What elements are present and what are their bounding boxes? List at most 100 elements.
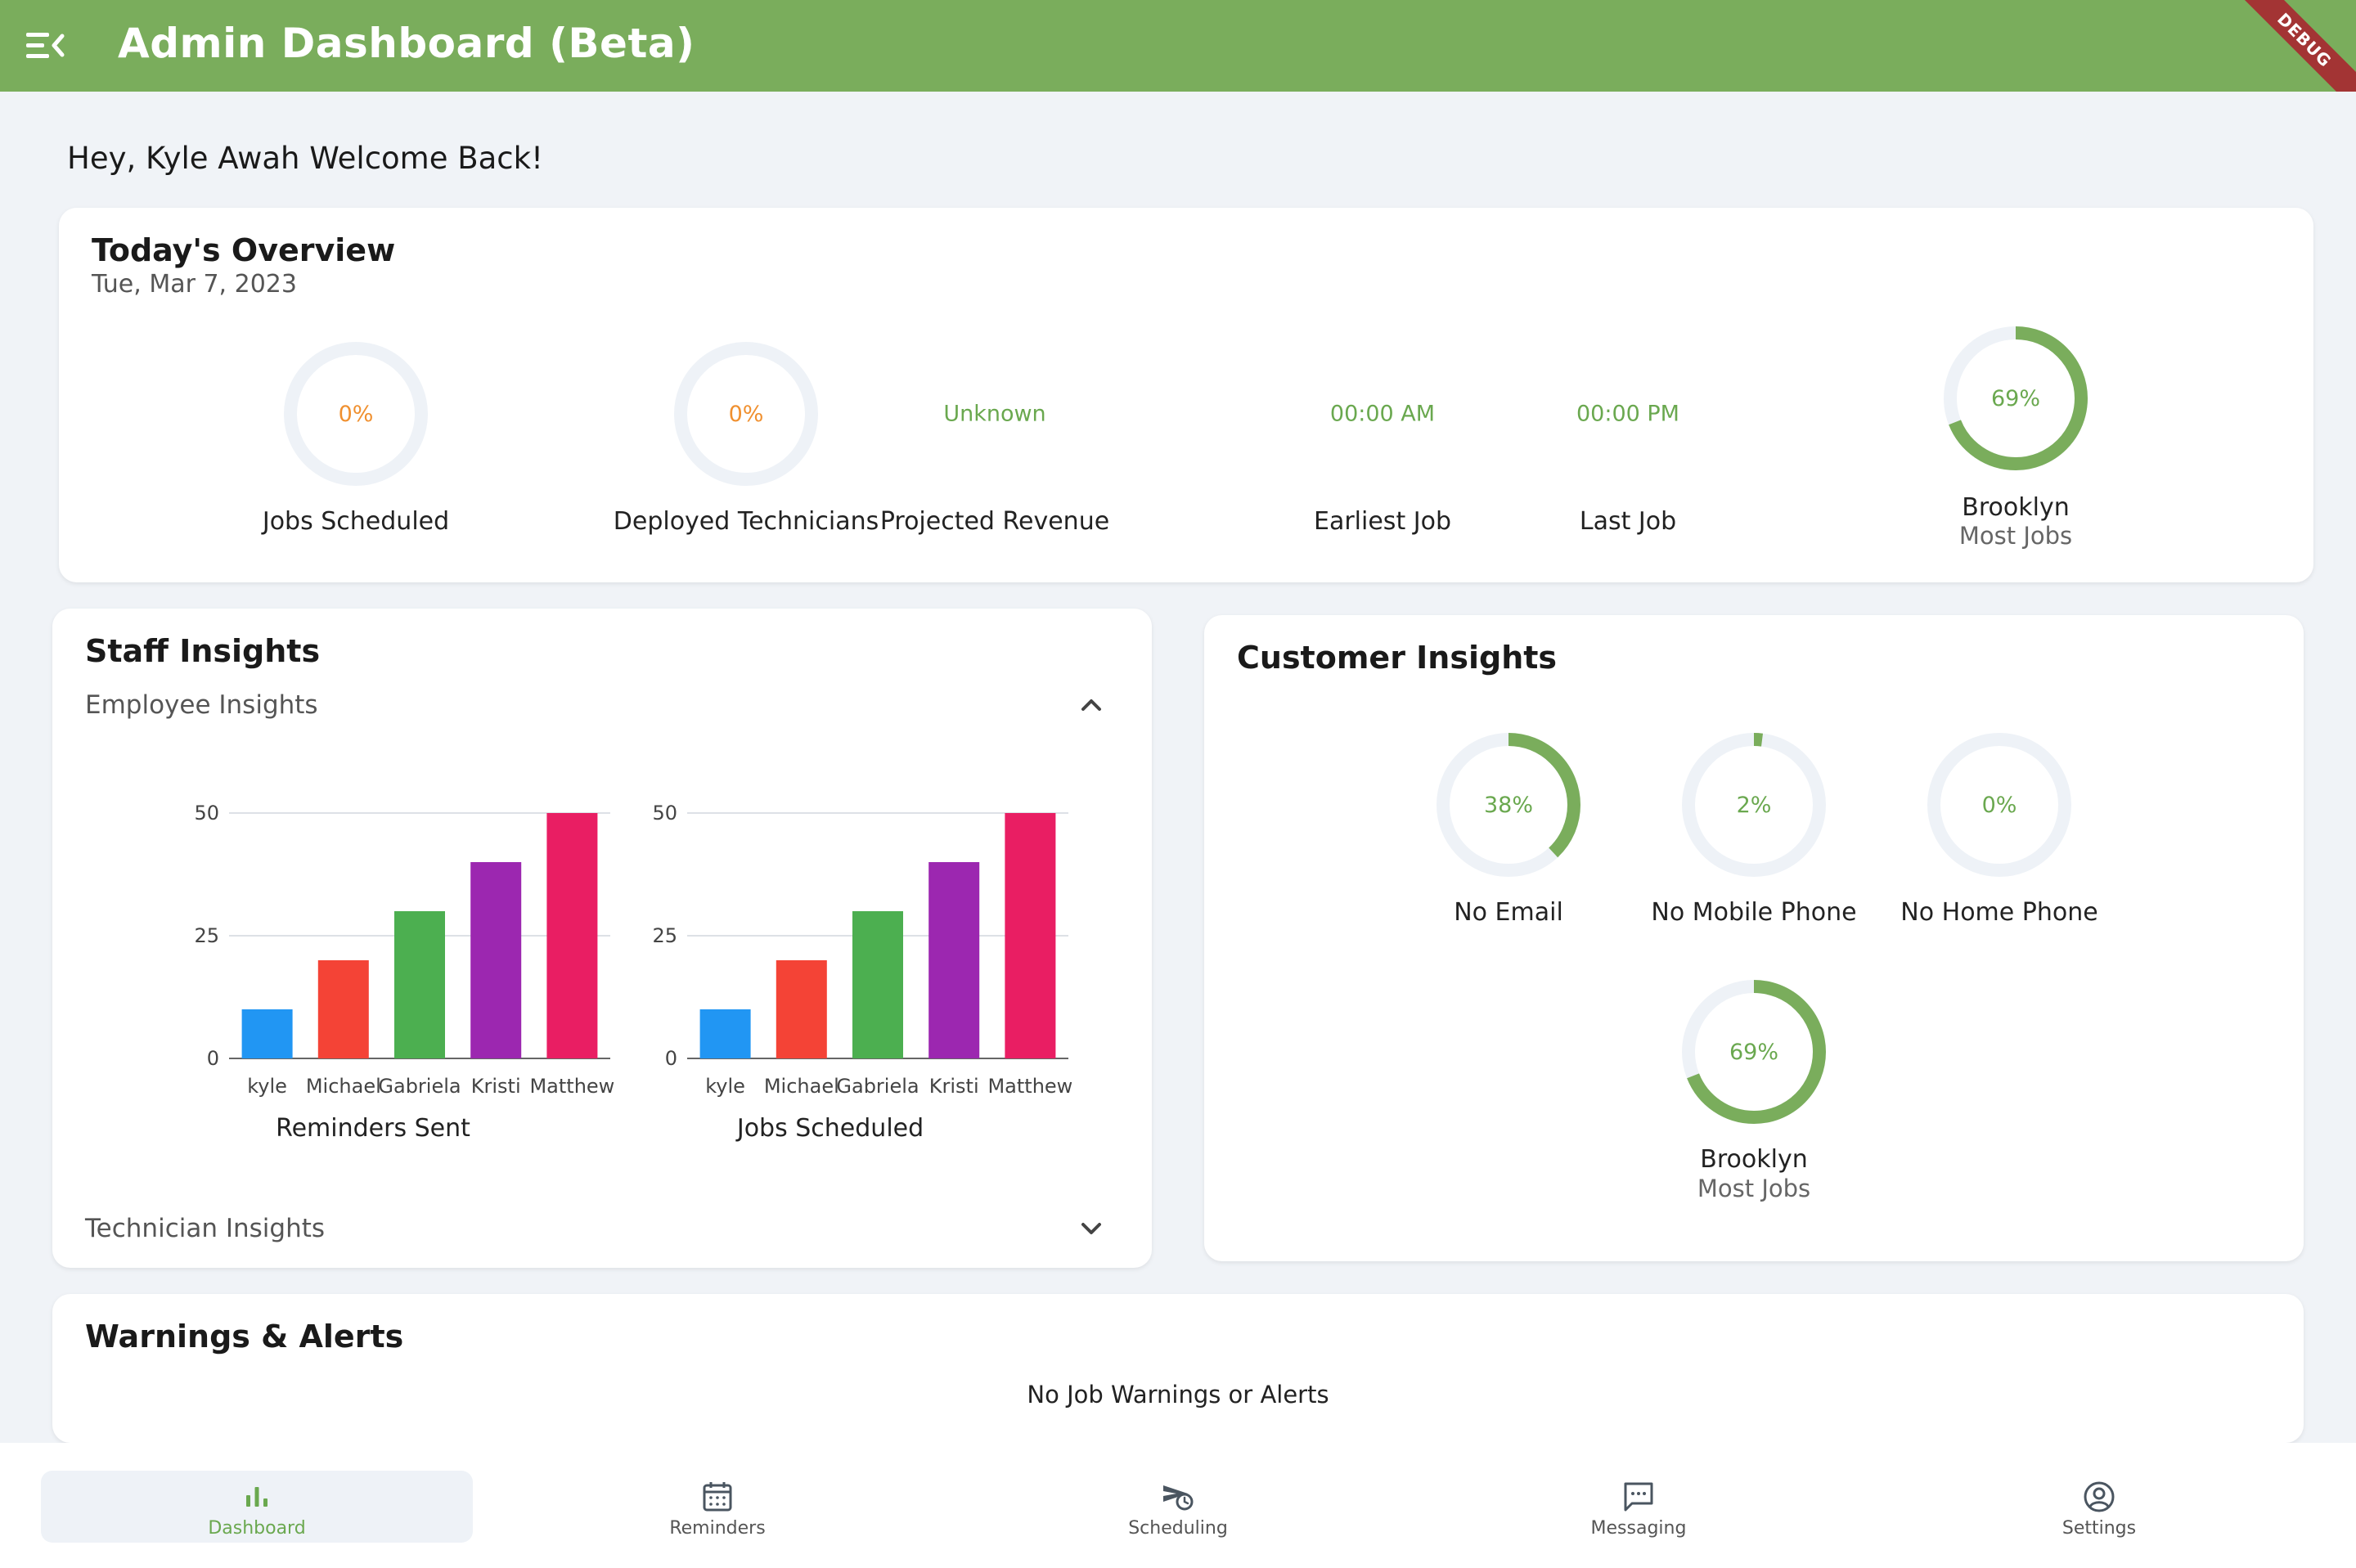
most-jobs-sublabel: Most Jobs [1958,522,2073,550]
most-jobs-ring: 69% [1942,325,2089,472]
nav-dashboard[interactable]: Dashboard [41,1471,473,1543]
projected-revenue-label: Projected Revenue [879,507,1110,536]
warnings-message: No Job Warnings or Alerts [1027,1381,1329,1409]
no-home-label: No Home Phone [1900,898,2098,927]
projected-revenue-value: Unknown [943,401,1046,427]
y-tick-label: 25 [652,924,677,947]
customer-most-jobs-sublabel: Most Jobs [1697,1175,1811,1202]
y-tick-label: 50 [652,802,677,824]
customer-insights-title: Customer Insights [1237,640,1558,676]
bar-gabriela [852,911,903,1058]
bar-michael [776,960,827,1058]
technician-insights-toggle[interactable]: Technician Insights [85,1204,1119,1253]
most-jobs-location: Brooklyn [1962,493,2070,522]
y-tick-label: 50 [194,802,219,824]
ring-fill [1944,326,2088,470]
x-tick-label: Matthew [987,1075,1072,1098]
bar-kyle [241,1009,293,1058]
bar-gabriela [394,911,445,1058]
overview-title: Today's Overview [92,232,396,268]
deployed-technicians-label: Deployed Technicians [613,507,879,536]
bar-michael [317,960,369,1058]
ring-track [284,342,428,486]
chevron-down-icon [1081,1223,1101,1234]
warnings-title: Warnings & Alerts [85,1319,404,1355]
reminders-sent-caption: Reminders Sent [276,1114,470,1143]
nav-settings[interactable]: Settings [1883,1471,2315,1543]
ring-fill [1437,733,1580,877]
app-bar: Admin Dashboard (Beta) DEBUG [0,0,2356,92]
nav-dashboard-label: Dashboard [208,1518,306,1539]
no-email-ring: 38% [1435,731,1582,878]
technician-insights-label: Technician Insights [85,1214,326,1243]
bar-kyle [699,1009,751,1058]
no-home-ring: 0% [1926,731,2073,878]
menu-collapse-icon[interactable] [25,29,65,62]
ring-fill [1682,733,1826,877]
nav-reminders-label: Reminders [669,1518,766,1539]
jobs-scheduled-label: Jobs Scheduled [262,507,450,536]
no-mobile-label: No Mobile Phone [1651,898,1857,927]
ring-track [1927,733,2071,877]
no-email-label: No Email [1454,898,1563,927]
x-tick-label: Matthew [529,1075,614,1098]
most-jobs-value: 69% [1990,385,2040,411]
welcome-greeting: Hey, Kyle Awah Welcome Back! [67,141,543,176]
bar-matthew [1005,813,1056,1058]
jobs-scheduled-ring: 0% [282,340,429,487]
x-tick-label: Kristi [471,1075,521,1098]
account-circle-icon [2084,1481,2115,1512]
debug-banner: DEBUG [2222,0,2356,92]
earliest-job-value: 00:00 AM [1329,401,1436,427]
y-tick-label: 0 [207,1047,219,1070]
nav-messaging[interactable]: Messaging [1423,1471,1855,1543]
warnings-alerts-card: Warnings & Alerts No Job Warnings or Ale… [52,1294,2304,1443]
no-email-value: 38% [1483,792,1533,818]
staff-insights-card: Staff Insights Employee Insights 0 25 50 ky… [52,609,1152,1268]
customer-most-jobs-location: Brooklyn [1700,1145,1808,1174]
earliest-job-label: Earliest Job [1314,507,1451,536]
x-tick-label: Michael [764,1075,839,1098]
employee-insights-label: Employee Insights [85,690,318,720]
deployed-technicians-ring: 0% [672,340,820,487]
calendar-icon [703,1482,732,1512]
last-job-value: 00:00 PM [1576,401,1679,427]
bar-chart-icon [246,1487,268,1507]
no-mobile-ring: 2% [1680,731,1828,878]
x-tick-label: Gabriela [378,1075,461,1098]
x-tick-label: Gabriela [836,1075,919,1098]
todays-overview-card: Today's Overview Tue, Mar 7, 2023 0% Job… [59,208,2313,582]
jobs-scheduled-value: 0% [338,401,374,427]
chat-bubble-icon [1624,1482,1653,1512]
customer-most-jobs-ring: 69% [1680,978,1828,1125]
last-job-label: Last Job [1579,507,1677,536]
x-tick-label: kyle [247,1075,287,1098]
x-tick-label: Michael [306,1075,381,1098]
nav-reminders[interactable]: Reminders [501,1471,933,1543]
no-mobile-value: 2% [1736,792,1772,818]
y-tick-label: 0 [665,1047,677,1070]
nav-settings-label: Settings [2062,1518,2137,1539]
employee-insights-toggle[interactable]: Employee Insights [85,681,1119,730]
ring-track [674,342,818,486]
ring-fill [1682,980,1826,1124]
bar-kristi [470,862,522,1058]
nav-messaging-label: Messaging [1590,1518,1687,1539]
customer-insights-card: Customer Insights 38% No Email 2% No Mob… [1204,615,2304,1261]
app-title: Admin Dashboard (Beta) [118,20,695,67]
schedule-send-icon [1163,1485,1194,1511]
y-tick-label: 25 [194,924,219,947]
jobs-scheduled-caption: Jobs Scheduled [736,1114,924,1143]
deployed-technicians-value: 0% [728,401,764,427]
nav-scheduling[interactable]: Scheduling [962,1471,1394,1543]
no-home-value: 0% [1981,792,2017,818]
customer-most-jobs-value: 69% [1729,1039,1778,1065]
nav-scheduling-label: Scheduling [1128,1518,1228,1539]
bottom-navigation: Dashboard Reminders Scheduling Messaging [0,1443,2356,1568]
bar-kristi [928,862,980,1058]
x-tick-label: kyle [705,1075,745,1098]
overview-date: Tue, Mar 7, 2023 [92,270,297,299]
bar-matthew [546,813,598,1058]
